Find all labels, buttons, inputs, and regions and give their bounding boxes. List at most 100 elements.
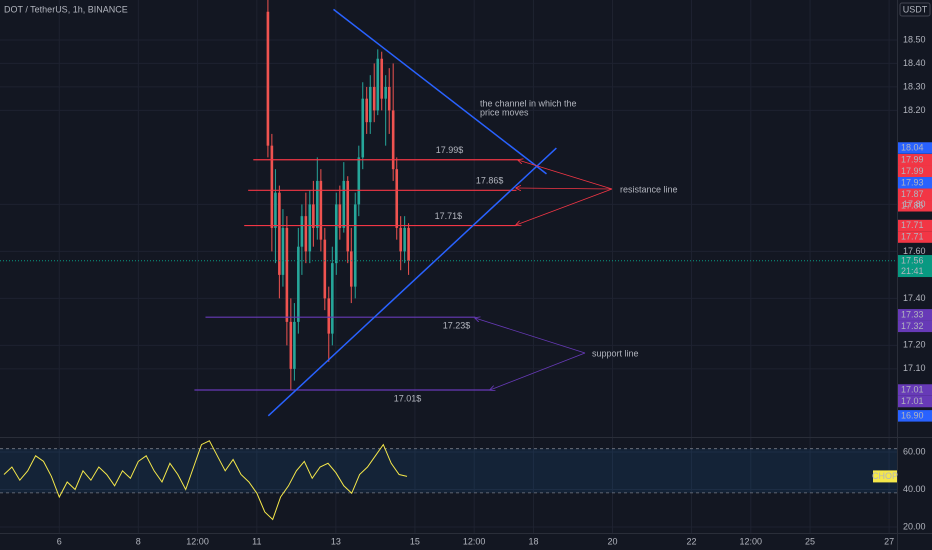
candle-body	[300, 216, 304, 247]
arrow	[475, 318, 586, 354]
trend-line	[267, 147, 557, 417]
price-tag	[898, 255, 932, 278]
price-tag-label: 17.01	[901, 396, 924, 406]
price-tag-label: 17.93	[901, 177, 924, 187]
price-tag	[898, 165, 932, 178]
candle-body	[353, 204, 357, 287]
candle-body	[365, 98, 369, 123]
level-label: 17.01$	[394, 393, 422, 403]
price-tag-label: 17.99	[901, 154, 924, 164]
price-tag	[898, 219, 932, 232]
price-tag-label: 17.32	[901, 321, 924, 331]
x-tick-label: 22	[687, 536, 697, 546]
price-tag	[898, 142, 932, 154]
candle-body	[270, 145, 274, 228]
candle-body	[274, 192, 277, 228]
price-tag	[898, 320, 932, 333]
price-tag-label: 18.04	[901, 143, 924, 153]
chart-title: DOT / TetherUS, 1h, BINANCE	[4, 4, 128, 14]
level-label: 17.99$	[436, 145, 464, 155]
price-tag	[898, 200, 932, 212]
candle-body	[380, 58, 384, 99]
price-tag	[898, 231, 932, 243]
candle-body	[395, 169, 399, 228]
arrow	[490, 352, 586, 390]
level-label: 17.71$	[435, 211, 463, 221]
price-tag	[898, 410, 932, 422]
candle-body	[316, 180, 319, 228]
candle-body	[281, 227, 285, 275]
annotation-arrows	[475, 160, 613, 390]
indicator-tick-label: 40.00	[903, 484, 926, 494]
x-tick-label: 12:00	[463, 536, 486, 546]
y-tick-label: 17.10	[903, 363, 926, 373]
indicator-tick-label: 20.00	[903, 521, 926, 531]
candle-body	[372, 86, 376, 111]
y-tick-label: 17.40	[903, 293, 926, 303]
indicator-tick-label: 60.00	[903, 446, 926, 456]
price-tag	[898, 188, 932, 201]
trend-line	[333, 8, 547, 175]
level-label: 17.86$	[476, 176, 504, 186]
price-tag-label: 17.01	[901, 385, 924, 395]
x-tick-label: 6	[57, 536, 62, 546]
candle-body	[293, 321, 296, 369]
price-tag-countdown: 21:41	[901, 266, 924, 276]
price-tag	[898, 384, 932, 396]
y-tick-label: 17.80	[903, 199, 926, 209]
currency-box	[899, 2, 931, 17]
candle-body	[376, 58, 380, 111]
candle-body	[323, 239, 327, 299]
price-tag	[898, 309, 932, 321]
price-tag-label: 17.99	[901, 166, 924, 176]
candle-body	[384, 86, 387, 99]
y-tick-label: 18.20	[903, 105, 926, 115]
x-tick-label: 25	[805, 536, 815, 546]
indicator-band	[0, 448, 897, 493]
candle-body	[285, 227, 289, 322]
indicator-tag	[873, 470, 897, 483]
candle-body	[403, 227, 406, 252]
candle-body	[407, 227, 410, 261]
y-tick-label: 17.20	[903, 340, 926, 350]
x-tick-label: 13	[331, 536, 341, 546]
candle-body	[266, 11, 270, 146]
candle-body	[361, 98, 365, 158]
indicator-line	[3, 440, 408, 521]
arrow	[518, 160, 613, 190]
x-tick-label: 18	[528, 536, 538, 546]
candle-body	[304, 216, 308, 252]
candle-body	[312, 204, 315, 228]
x-tick-label: 12:00	[740, 536, 763, 546]
x-tick-label: 27	[884, 536, 894, 546]
price-tag	[898, 154, 932, 166]
price-tag-label: 17.86	[901, 200, 924, 210]
x-tick-label: 20	[607, 536, 617, 546]
candle-body	[399, 227, 402, 252]
candle-body	[334, 204, 338, 264]
candle-body	[338, 204, 342, 228]
support-note: support line	[592, 348, 639, 358]
candle-body	[308, 204, 312, 252]
y-tick-label: 18.30	[903, 81, 926, 91]
resistance-note: resistance line	[620, 184, 678, 194]
grid	[0, 0, 897, 533]
price-tag-label: 17.33	[901, 309, 924, 319]
arrow	[516, 188, 613, 189]
candle-body	[278, 192, 281, 275]
x-tick-label: 8	[136, 536, 141, 546]
y-tick-label: 17.60	[903, 246, 926, 256]
y-tick-label: 18.50	[903, 34, 926, 44]
price-tag-label: 17.71	[901, 232, 924, 242]
price-tag-label: 17.56	[901, 255, 924, 265]
x-tick-label: 12:00	[186, 536, 209, 546]
price-tag-label: 16.90	[901, 410, 924, 420]
x-tick-label: 11	[252, 536, 261, 546]
indicator-panel	[0, 440, 897, 521]
channel-note: price moves	[480, 107, 529, 117]
price-tag	[898, 177, 932, 189]
candle-body	[327, 298, 331, 334]
level-label: 17.23$	[443, 321, 471, 331]
